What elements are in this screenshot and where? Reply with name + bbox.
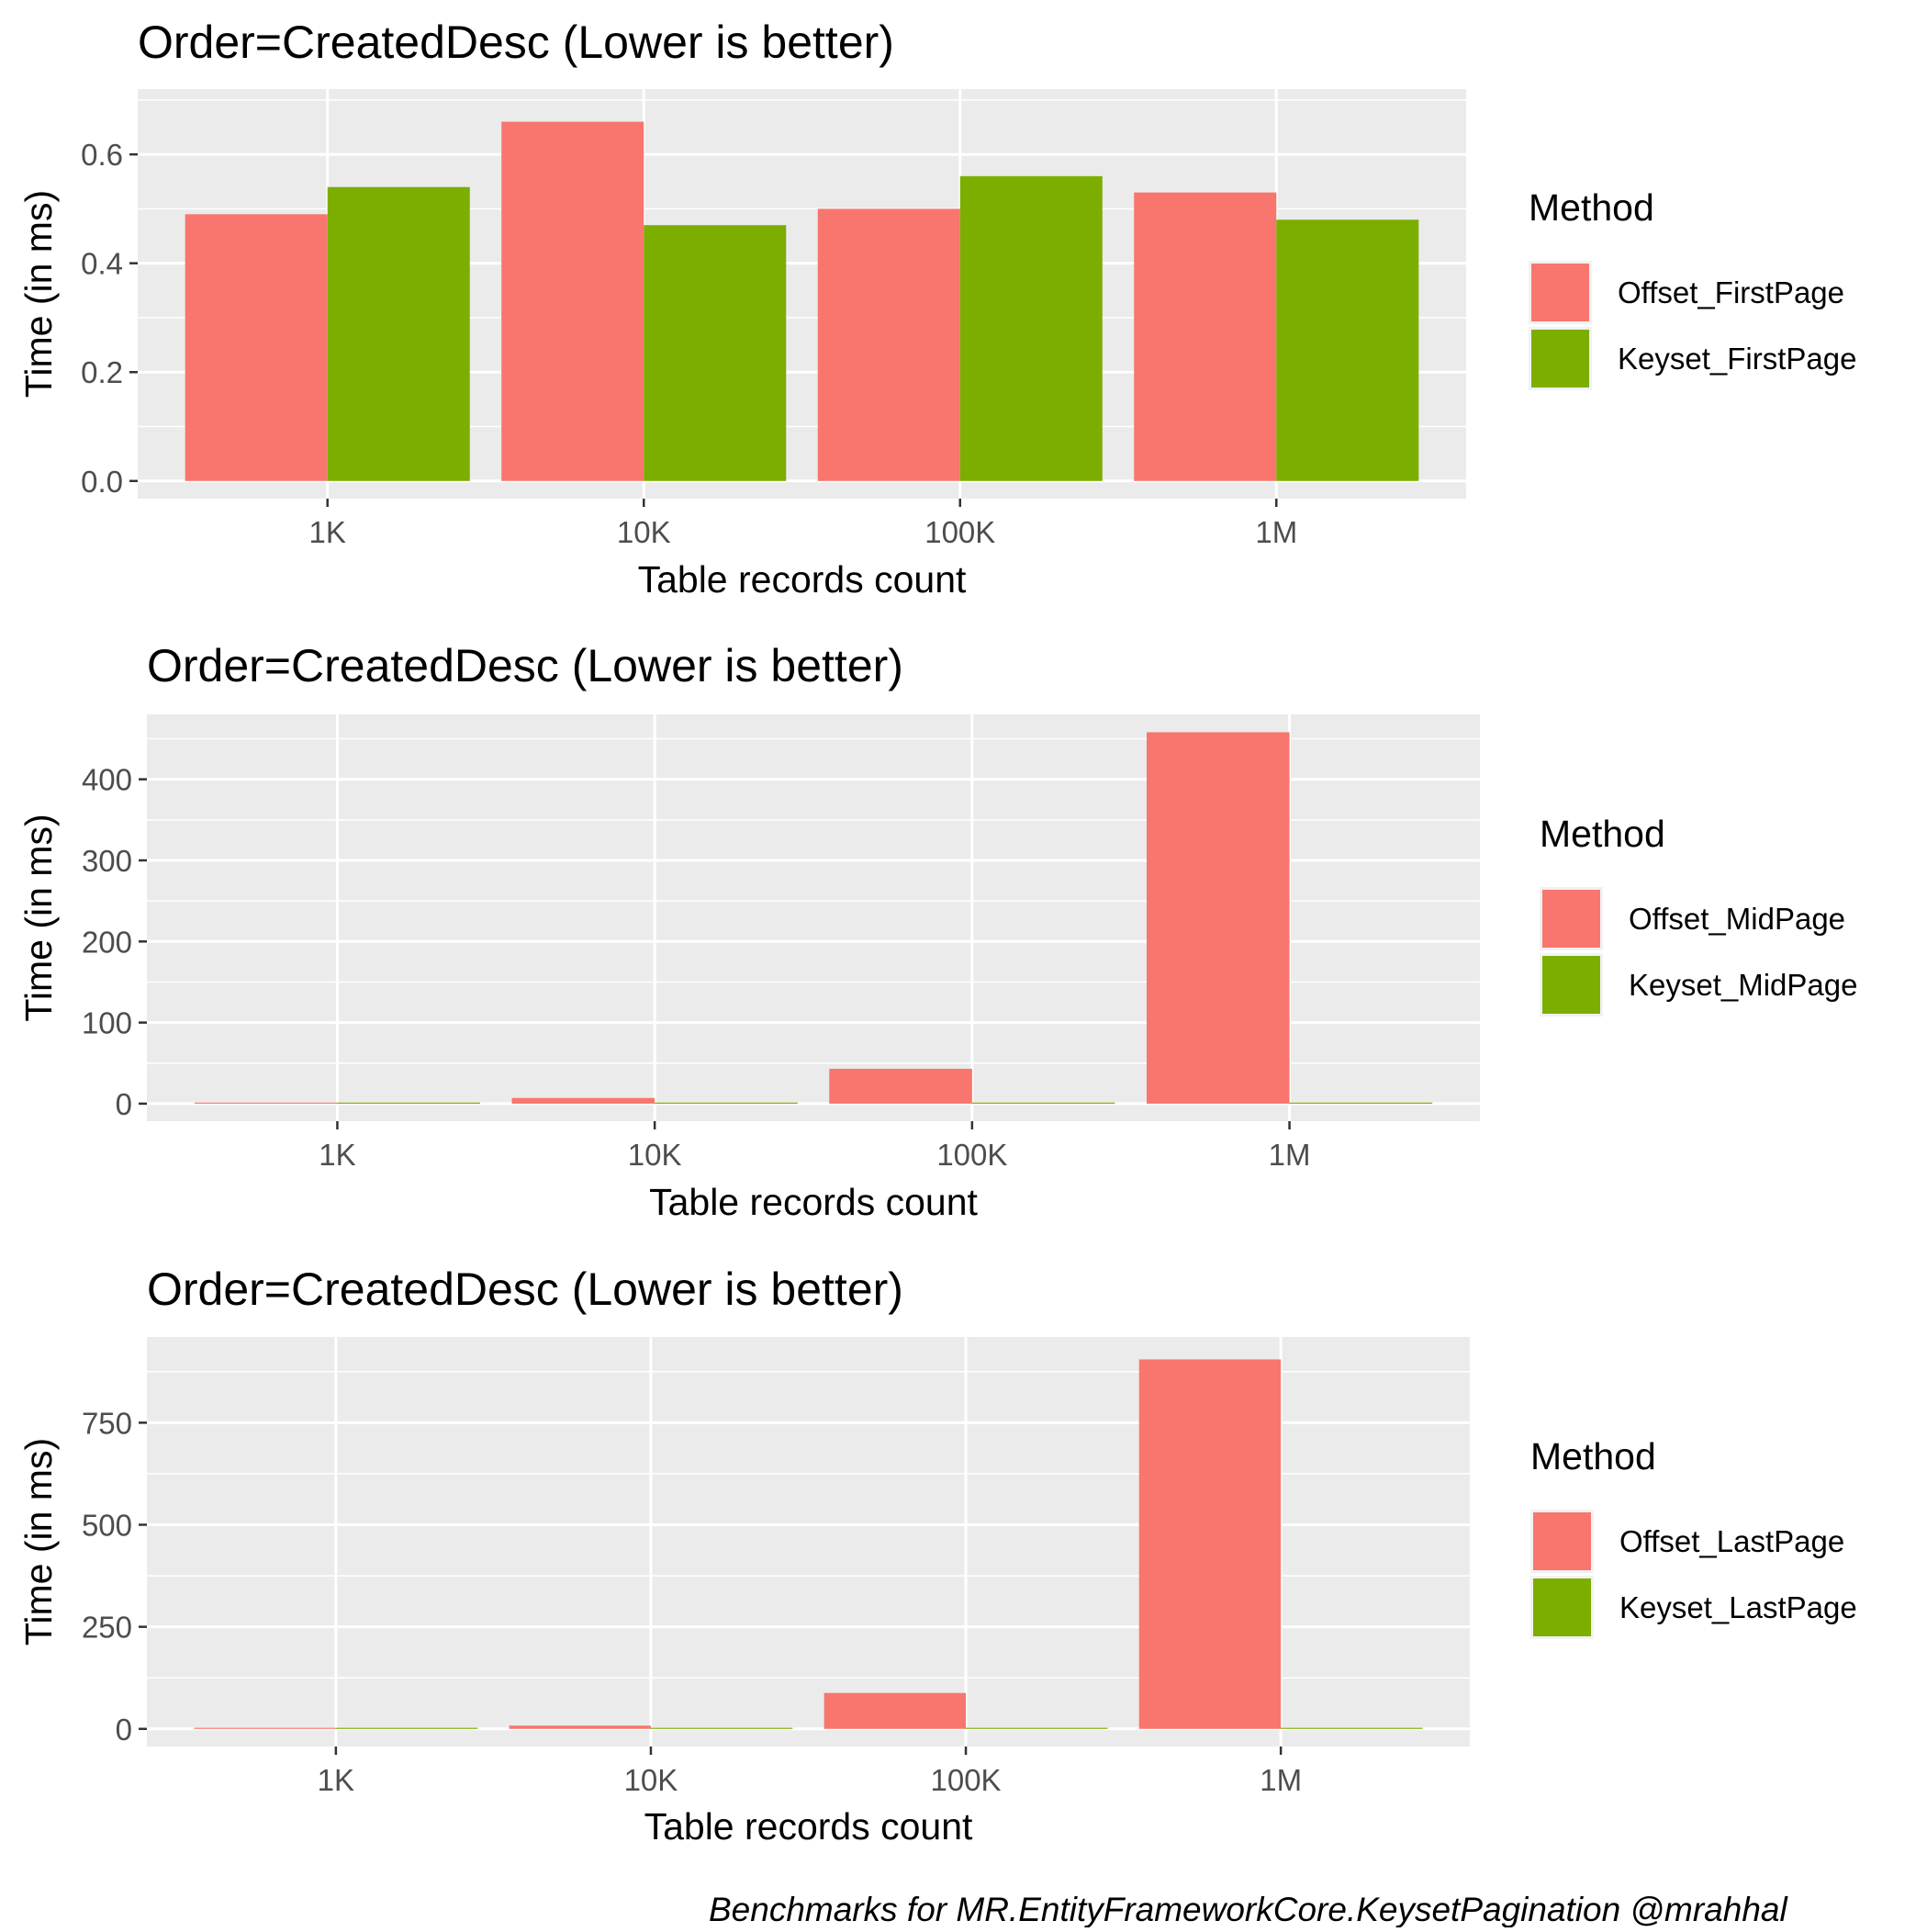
legend-label: Offset_LastPage xyxy=(1619,1524,1844,1558)
bar-keyset-midpage-10k xyxy=(655,1102,798,1104)
legend-swatch xyxy=(1533,1512,1591,1570)
chart-1: 0.0 0.2 0.4 0.6 1K 10K 100K 1M Order=CreatedDesc… xyxy=(17,17,1856,601)
chart-title: Order=CreatedDesc (Lower is better) xyxy=(147,640,903,691)
bar-keyset-firstpage-1m xyxy=(1276,219,1419,481)
legend-swatch xyxy=(1531,330,1589,388)
bar-keyset-firstpage-100k xyxy=(959,175,1103,481)
bar-offset-firstpage-10k xyxy=(501,121,644,481)
legend-label: Offset_FirstPage xyxy=(1618,275,1844,309)
x-tick-label: 100K xyxy=(931,1763,1002,1797)
y-tick-label: 250 xyxy=(82,1611,132,1645)
legend-title: Method xyxy=(1530,1435,1656,1477)
bar-offset-firstpage-100k xyxy=(817,208,960,481)
x-tick-label: 10K xyxy=(624,1763,678,1797)
y-tick-label: 0 xyxy=(116,1713,132,1747)
legend-title: Method xyxy=(1529,186,1654,229)
bar-keyset-firstpage-1k xyxy=(327,186,470,481)
x-tick-label: 100K xyxy=(936,1138,1007,1172)
legend: Method Offset_MidPage Keyset_MidPage xyxy=(1540,813,1857,1017)
y-axis-label: Time (in ms) xyxy=(17,190,60,398)
x-axis-label: Table records count xyxy=(638,558,967,601)
legend-swatch xyxy=(1542,890,1600,948)
legend: Method Offset_FirstPage Keyset_FirstPage xyxy=(1529,186,1856,390)
bar-offset-lastpage-10k xyxy=(509,1725,651,1729)
y-tick-label: 0.6 xyxy=(81,138,123,172)
y-tick-label: 750 xyxy=(82,1406,132,1440)
y-tick-label: 0.2 xyxy=(81,355,123,389)
bar-offset-firstpage-1k xyxy=(185,214,328,481)
bar-keyset-midpage-1m xyxy=(1289,1102,1433,1104)
legend-swatch xyxy=(1531,264,1589,321)
bar-offset-firstpage-1m xyxy=(1134,192,1277,481)
x-tick-label: 1M xyxy=(1255,515,1297,549)
y-axis-label: Time (in ms) xyxy=(17,814,60,1021)
x-tick-label: 1K xyxy=(318,1763,354,1797)
bar-keyset-midpage-1k xyxy=(337,1102,480,1104)
bar-keyset-lastpage-100k xyxy=(966,1727,1108,1729)
legend-swatch xyxy=(1533,1578,1591,1636)
y-tick-label: 100 xyxy=(82,1006,132,1040)
chart-title: Order=CreatedDesc (Lower is better) xyxy=(138,17,894,68)
legend-label: Offset_MidPage xyxy=(1629,902,1845,936)
y-tick-label: 300 xyxy=(82,844,132,878)
bar-offset-midpage-1k xyxy=(194,1102,338,1104)
legend-label: Keyset_FirstPage xyxy=(1618,342,1856,376)
chart-3: 0 250 500 750 1K 10K 100K 1M Order=CreatedDesc (… xyxy=(17,1264,1857,1848)
legend-title: Method xyxy=(1540,813,1665,855)
x-tick-label: 10K xyxy=(628,1138,682,1172)
y-axis-label: Time (in ms) xyxy=(17,1438,60,1646)
x-tick-label: 1K xyxy=(319,1138,355,1172)
chart-title: Order=CreatedDesc (Lower is better) xyxy=(147,1264,903,1315)
chart-2: 0 100 200 300 400 1K 10K 100K 1M Order=CreatedDes… xyxy=(17,640,1857,1223)
x-axis-label: Table records count xyxy=(644,1805,973,1848)
bar-offset-midpage-10k xyxy=(511,1097,655,1104)
bar-offset-midpage-1m xyxy=(1147,732,1290,1104)
bar-keyset-lastpage-1k xyxy=(335,1727,478,1729)
bar-keyset-firstpage-10k xyxy=(644,225,787,481)
y-tick-label: 200 xyxy=(82,925,132,959)
y-tick-label: 500 xyxy=(82,1509,132,1543)
bar-offset-lastpage-100k xyxy=(823,1692,967,1729)
bar-keyset-midpage-100k xyxy=(971,1102,1115,1104)
x-axis-label: Table records count xyxy=(649,1181,978,1223)
bar-offset-midpage-100k xyxy=(829,1068,972,1104)
y-tick-label: 0.4 xyxy=(81,247,123,281)
x-tick-label: 10K xyxy=(617,515,671,549)
legend: Method Offset_LastPage Keyset_LastPage xyxy=(1530,1435,1857,1639)
caption: Benchmarks for MR.EntityFrameworkCore.Ke… xyxy=(709,1891,1788,1927)
x-tick-label: 100K xyxy=(924,515,995,549)
y-tick-label: 400 xyxy=(82,763,132,797)
x-tick-label: 1K xyxy=(309,515,346,549)
x-tick-label: 1M xyxy=(1269,1138,1311,1172)
y-tick-label: 0.0 xyxy=(81,465,123,499)
bar-offset-lastpage-1m xyxy=(1138,1359,1282,1729)
bar-offset-lastpage-1k xyxy=(194,1727,336,1729)
y-tick-label: 0 xyxy=(116,1087,132,1121)
legend-label: Keyset_LastPage xyxy=(1619,1590,1857,1624)
x-tick-label: 1M xyxy=(1260,1763,1302,1797)
bar-keyset-lastpage-1m xyxy=(1281,1727,1423,1729)
legend-swatch xyxy=(1542,956,1600,1014)
bar-keyset-lastpage-10k xyxy=(650,1727,793,1729)
legend-label: Keyset_MidPage xyxy=(1629,968,1857,1002)
